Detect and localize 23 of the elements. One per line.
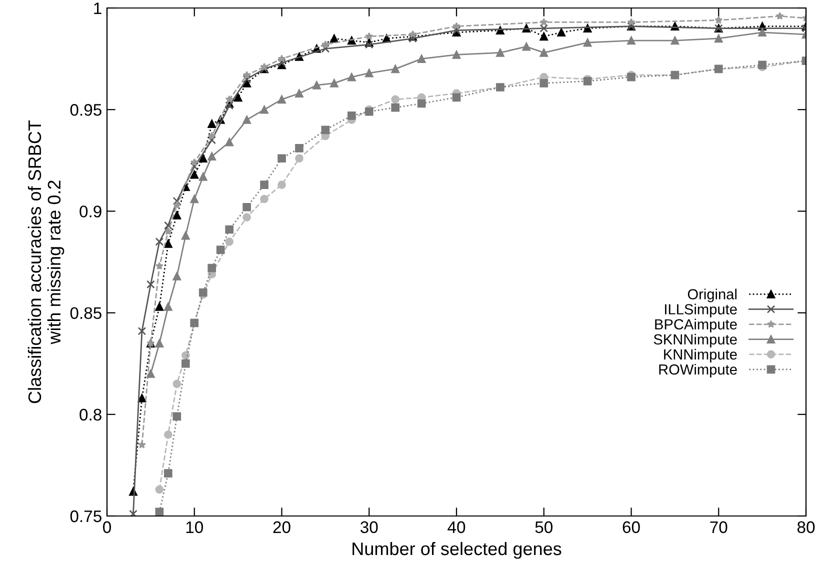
y-tick-label: 0.9 <box>80 206 102 218</box>
x-tick-label: 50 <box>535 521 552 534</box>
legend-label: ROWimpute <box>659 364 737 378</box>
x-tick-label: 70 <box>710 521 728 534</box>
x-tick-label: 10 <box>186 521 203 534</box>
x-tick-label: 60 <box>622 521 640 534</box>
x-tick-label: 20 <box>273 521 290 534</box>
x-axis-title: Number of selected genes <box>352 542 562 559</box>
legend-label: KNNimpute <box>664 348 737 362</box>
legend-label: SKNNimpute <box>654 334 737 348</box>
legend-label: ILLSimpute <box>665 304 737 318</box>
y-tick-label: 0.75 <box>70 510 102 522</box>
legend-label: BPCAimpute <box>655 318 737 332</box>
y-tick-label: 0.8 <box>80 408 102 421</box>
x-tick-label: 0 <box>103 521 111 534</box>
y-tick-label: 1 <box>94 2 102 14</box>
x-tick-label: 40 <box>448 521 466 534</box>
x-tick-label: 30 <box>360 521 378 534</box>
legend-label: Original <box>688 288 736 302</box>
y-axis-title: Classification accuracies of SRBCT with missing rate 0.2 <box>28 120 64 404</box>
x-tick-label: 80 <box>797 521 815 534</box>
y-tick-label: 0.85 <box>70 307 102 320</box>
y-tick-label: 0.95 <box>70 104 102 116</box>
